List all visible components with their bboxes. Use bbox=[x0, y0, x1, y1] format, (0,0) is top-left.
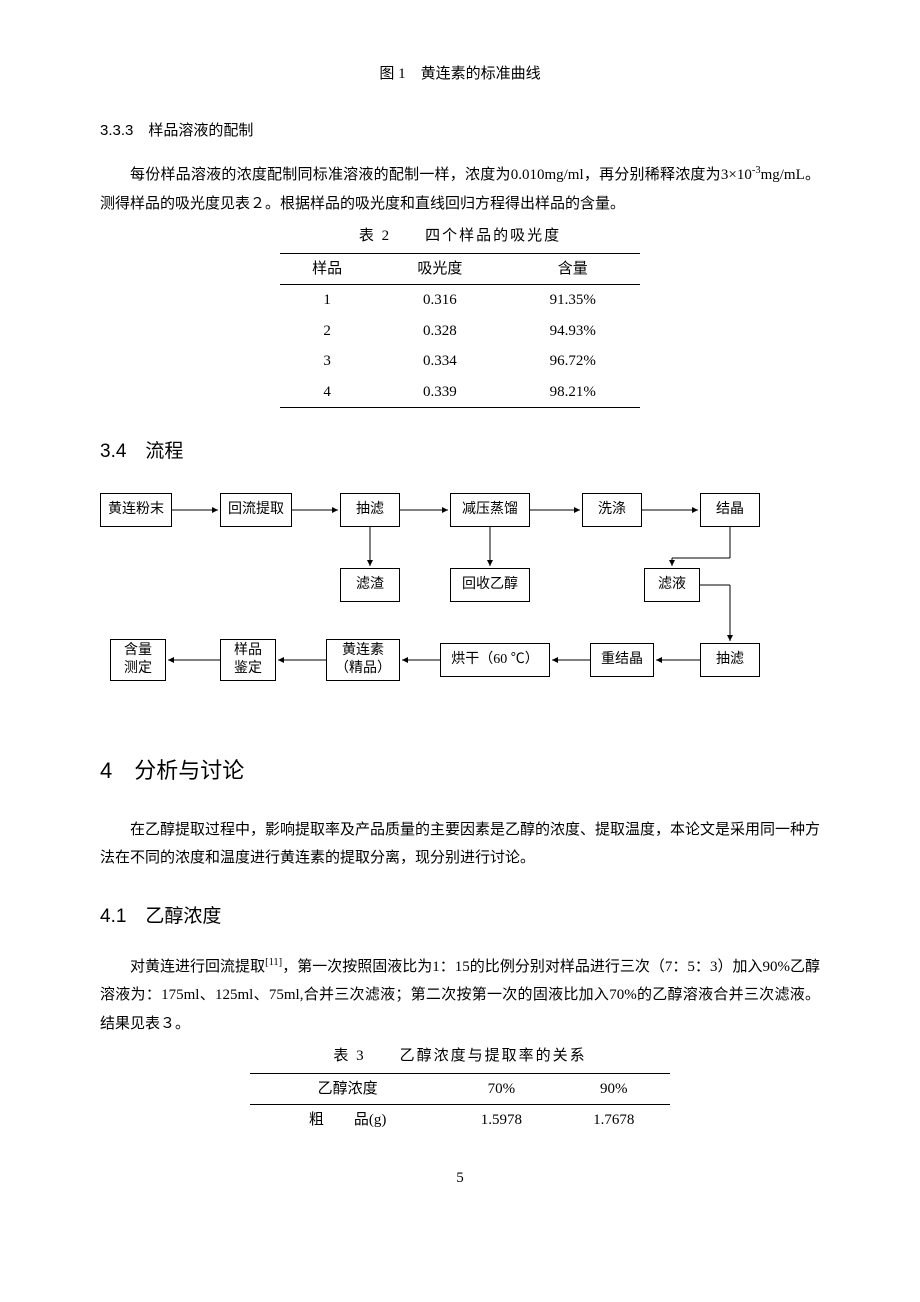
table-row: 1 0.316 91.35% bbox=[280, 285, 640, 316]
table-row: 3 0.334 96.72% bbox=[280, 346, 640, 377]
cell: 0.328 bbox=[374, 316, 505, 347]
table-3: 表 3 乙醇浓度与提取率的关系 乙醇浓度 70% 90% 粗 品(g) 1.59… bbox=[250, 1042, 670, 1136]
table-3-body: 乙醇浓度 70% 90% 粗 品(g) 1.5978 1.7678 bbox=[250, 1073, 670, 1136]
cell: 2 bbox=[280, 316, 374, 347]
flow-node: 抽滤 bbox=[700, 643, 760, 677]
cell: 0.316 bbox=[374, 285, 505, 316]
flow-node: 黄连素（精品） bbox=[326, 639, 400, 681]
table-row: 4 0.339 98.21% bbox=[280, 377, 640, 408]
col-header: 70% bbox=[445, 1073, 557, 1105]
paragraph-4-intro: 在乙醇提取过程中，影响提取率及产品质量的主要因素是乙醇的浓度、提取温度，本论文是… bbox=[100, 816, 820, 873]
cell: 1 bbox=[280, 285, 374, 316]
flow-node: 回流提取 bbox=[220, 493, 292, 527]
table-row: 样品 吸光度 含量 bbox=[280, 253, 640, 285]
page-number: 5 bbox=[100, 1164, 820, 1193]
table-2-title: 表 2 四个样品的吸光度 bbox=[280, 222, 640, 251]
flowchart: 黄连粉末回流提取抽滤减压蒸馏洗涤结晶滤渣回收乙醇滤液抽滤重结晶烘干（60 ℃）黄… bbox=[100, 488, 820, 708]
table-row: 乙醇浓度 70% 90% bbox=[250, 1073, 670, 1105]
col-header: 乙醇浓度 bbox=[250, 1073, 445, 1105]
flow-node: 烘干（60 ℃） bbox=[440, 643, 550, 677]
cell: 96.72% bbox=[506, 346, 640, 377]
flow-node: 滤液 bbox=[644, 568, 700, 602]
flow-node: 样品鉴定 bbox=[220, 639, 276, 681]
col-header: 吸光度 bbox=[374, 253, 505, 285]
flow-node: 黄连粉末 bbox=[100, 493, 172, 527]
para-text-a: 对黄连进行回流提取 bbox=[130, 959, 265, 975]
heading-4-1: 4.1 乙醇浓度 bbox=[100, 899, 820, 935]
col-header: 样品 bbox=[280, 253, 374, 285]
col-header: 90% bbox=[558, 1073, 670, 1105]
cell: 94.93% bbox=[506, 316, 640, 347]
heading-4: 4 分析与讨论 bbox=[100, 750, 820, 792]
flow-node: 洗涤 bbox=[582, 493, 642, 527]
para-text-a: 每份样品溶液的浓度配制同标准溶液的配制一样，浓度为0.010mg/ml，再分别稀… bbox=[130, 167, 752, 183]
flow-node: 抽滤 bbox=[340, 493, 400, 527]
flow-node: 回收乙醇 bbox=[450, 568, 530, 602]
cell: 4 bbox=[280, 377, 374, 408]
flow-node: 含量测定 bbox=[110, 639, 166, 681]
cell: 3 bbox=[280, 346, 374, 377]
table-3-title: 表 3 乙醇浓度与提取率的关系 bbox=[250, 1042, 670, 1071]
cell: 1.7678 bbox=[558, 1105, 670, 1136]
cell: 粗 品(g) bbox=[250, 1105, 445, 1136]
table-2-body: 样品 吸光度 含量 1 0.316 91.35% 2 0.328 94.93% … bbox=[280, 253, 640, 409]
flow-node: 结晶 bbox=[700, 493, 760, 527]
table-row: 2 0.328 94.93% bbox=[280, 316, 640, 347]
flow-node: 滤渣 bbox=[340, 568, 400, 602]
cell: 91.35% bbox=[506, 285, 640, 316]
citation-ref: [11] bbox=[265, 957, 282, 968]
col-header: 含量 bbox=[506, 253, 640, 285]
cell: 98.21% bbox=[506, 377, 640, 408]
flow-node: 减压蒸馏 bbox=[450, 493, 530, 527]
cell: 0.334 bbox=[374, 346, 505, 377]
table-2: 表 2 四个样品的吸光度 样品 吸光度 含量 1 0.316 91.35% 2 … bbox=[280, 222, 640, 408]
heading-3-3-3: 3.3.3 样品溶液的配制 bbox=[100, 117, 820, 146]
flow-node: 重结晶 bbox=[590, 643, 654, 677]
cell: 0.339 bbox=[374, 377, 505, 408]
table-row: 粗 品(g) 1.5978 1.7678 bbox=[250, 1105, 670, 1136]
exponent: -3 bbox=[752, 165, 761, 176]
figure-1-caption: 图 1 黄连素的标准曲线 bbox=[100, 60, 820, 89]
cell: 1.5978 bbox=[445, 1105, 557, 1136]
paragraph-4-1: 对黄连进行回流提取[11]，第一次按照固液比为1：15的比例分别对样品进行三次（… bbox=[100, 953, 820, 1039]
paragraph-3-3-3: 每份样品溶液的浓度配制同标准溶液的配制一样，浓度为0.010mg/ml，再分别稀… bbox=[100, 161, 820, 218]
heading-3-4: 3.4 流程 bbox=[100, 434, 820, 470]
